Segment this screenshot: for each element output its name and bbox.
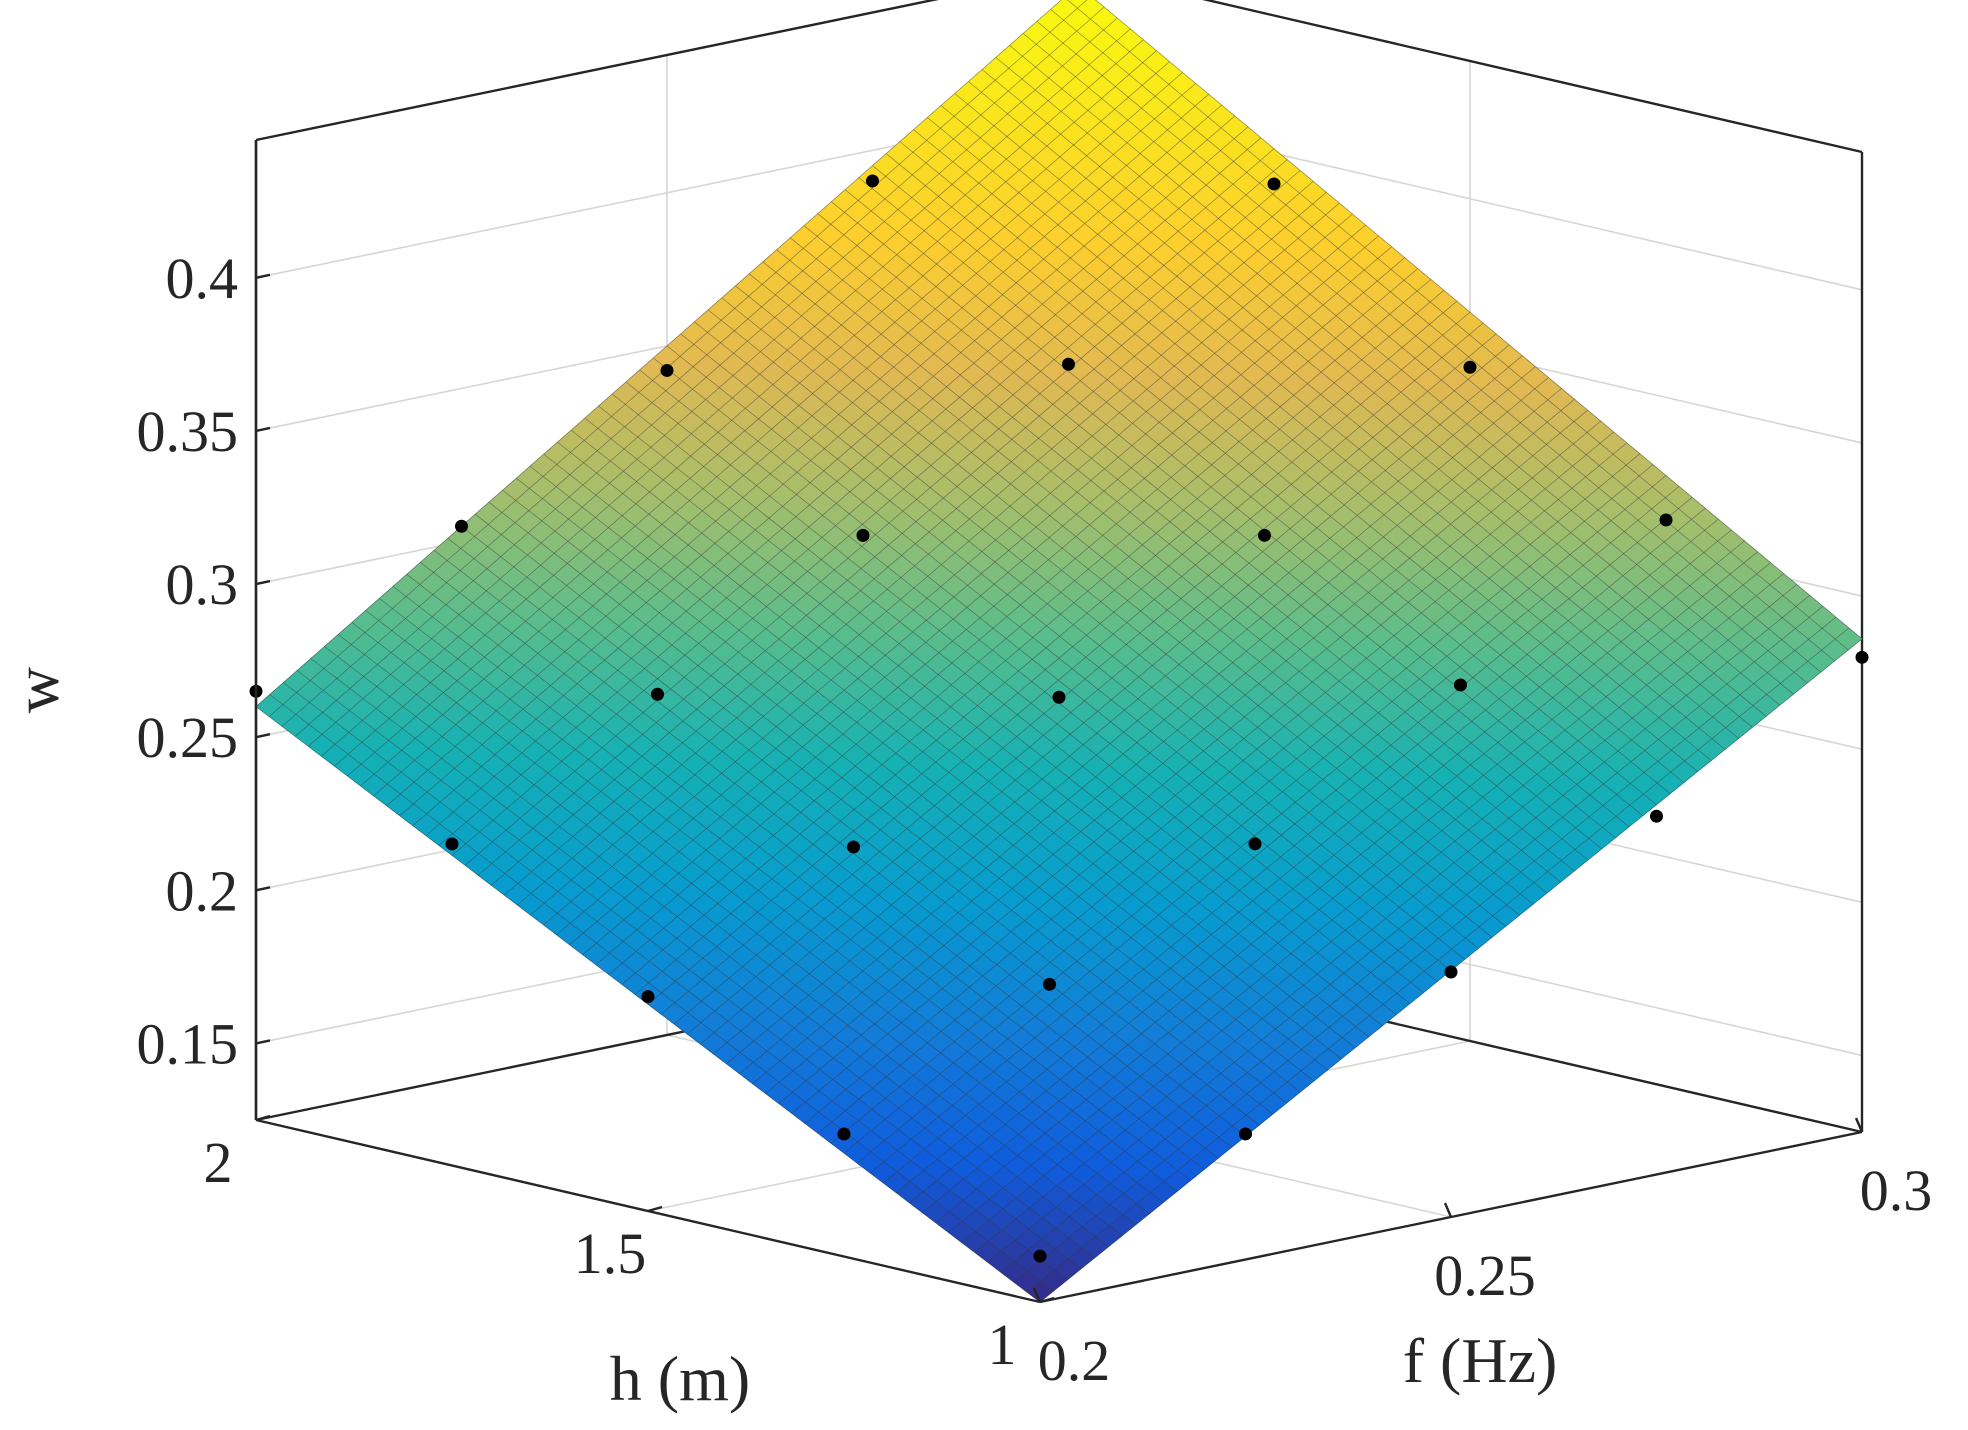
data-point	[1062, 357, 1075, 371]
x-tick-label: 0.3	[1860, 1158, 1933, 1223]
z-tick-label: 0.4	[166, 246, 239, 311]
data-point	[847, 840, 860, 854]
data-point	[1239, 1127, 1252, 1141]
surface-mesh-line	[334, 50, 1157, 767]
data-point	[1454, 678, 1467, 692]
data-point	[837, 1127, 851, 1141]
x-tick-mark	[1854, 1117, 1864, 1133]
y-tick-mark	[1039, 1296, 1055, 1304]
surface-mesh-line	[1050, 9, 1835, 662]
axes-front-frame	[254, 140, 1864, 1304]
z-tick-mark	[255, 733, 271, 739]
z-tick-label: 0.35	[137, 399, 239, 464]
data-point	[1444, 965, 1458, 979]
x-tick-mark	[1032, 1287, 1042, 1303]
surface-mesh-line	[386, 93, 1209, 807]
surface-mesh-line	[1009, 45, 1794, 695]
data-point	[1052, 690, 1066, 704]
surface-mesh-line	[347, 61, 1170, 777]
z-axis-label: w	[1, 667, 72, 713]
data-point	[856, 528, 870, 542]
x-tick-mark	[1443, 1202, 1453, 1218]
z-tick-mark	[255, 426, 271, 433]
data-point	[1033, 1249, 1047, 1263]
y-tick-label: 1	[988, 1312, 1017, 1377]
surface-mesh-line	[294, 17, 1118, 737]
data-point	[1043, 977, 1056, 991]
data-point	[445, 837, 459, 851]
z-tick-label: 0.15	[137, 1011, 239, 1076]
x-tick-label: 0.25	[1434, 1243, 1536, 1308]
x-tick-label: 0.2	[1038, 1328, 1111, 1393]
y-tick-label: 1.5	[574, 1221, 647, 1286]
y-tick-mark	[255, 1114, 271, 1122]
surface-mesh-line	[373, 83, 1196, 797]
z-tick-label: 0.25	[137, 705, 239, 770]
x-axis-label: f (Hz)	[1403, 1325, 1558, 1396]
data-point	[1855, 650, 1869, 664]
surface-mesh-line	[360, 72, 1183, 787]
axis-box-edge	[1201, 0, 1863, 154]
surface-mesh-line	[1022, 33, 1808, 684]
data-point	[1659, 513, 1673, 527]
y-axis-label: h (m)	[610, 1343, 750, 1414]
data-point	[1650, 809, 1663, 823]
surface-mesh-line	[981, 69, 1767, 717]
z-tick-mark	[255, 579, 271, 586]
z-tick-mark	[255, 1039, 271, 1045]
data-point	[641, 990, 655, 1004]
data-point	[1248, 837, 1262, 851]
surface-mesh-line	[1066, 0, 1849, 651]
y-tick-mark	[647, 1205, 663, 1213]
z-tick-label: 0.2	[166, 858, 239, 923]
surface-mesh-line	[968, 81, 1753, 728]
surface-mesh-line	[268, 0, 1088, 717]
surface-mesh-line	[281, 6, 1105, 727]
data-point	[1463, 360, 1477, 374]
surface-mesh-line	[255, 0, 1062, 707]
data-point	[1258, 528, 1271, 542]
z-tick-label: 0.3	[166, 552, 239, 617]
data-points-layer	[249, 174, 1869, 1263]
surface-mesh-line	[321, 39, 1144, 757]
data-point	[455, 519, 468, 533]
surface-mesh-line	[1036, 21, 1822, 673]
surface-mesh-line	[308, 28, 1131, 747]
axis-box-edge	[255, 0, 939, 142]
tick-labels-layer: 0.15 0.2 0.25 0.3 0.35 0.4 0.2 0.25 0.3 1 1.5 2	[137, 246, 1933, 1393]
data-point	[866, 174, 879, 188]
data-point	[651, 687, 664, 701]
surface-mesh-line	[995, 57, 1781, 706]
data-point	[1267, 177, 1281, 191]
data-point	[660, 363, 674, 377]
y-tick-label: 2	[204, 1130, 233, 1195]
surface-mesh-line	[954, 93, 1739, 739]
surface-layer	[255, 0, 1863, 1303]
z-tick-mark	[255, 886, 271, 892]
z-tick-mark	[255, 273, 271, 279]
surface-mesh-line	[1095, 0, 1863, 640]
